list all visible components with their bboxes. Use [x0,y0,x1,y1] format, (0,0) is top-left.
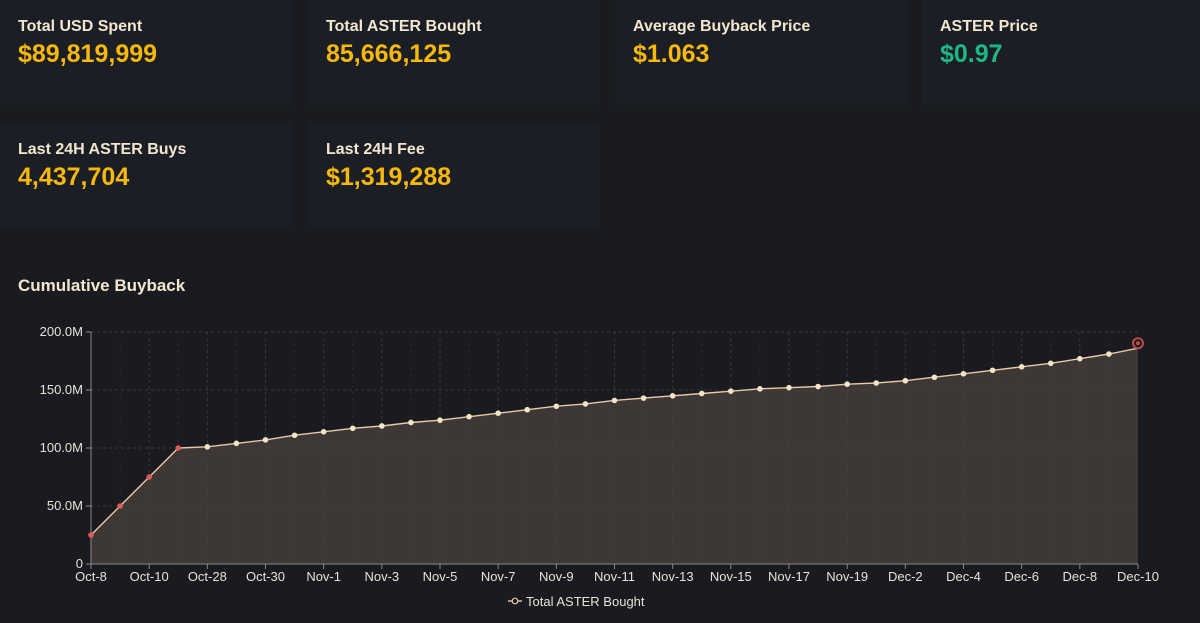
data-point[interactable] [437,417,443,423]
x-tick-label: Nov-1 [306,569,341,584]
stat-label: Total ASTER Bought [326,18,482,35]
legend-swatch-dot [511,597,519,605]
stat-value: $0.97 [940,40,1003,68]
data-point[interactable] [728,388,734,394]
data-point[interactable] [175,445,182,451]
data-point[interactable] [873,380,880,386]
data-point[interactable] [320,428,327,435]
data-point[interactable] [960,370,967,377]
series-area-fill [91,348,1138,564]
x-tick-label: Dec-10 [1117,569,1159,584]
y-tick-label: 200.0M [40,324,83,339]
data-point[interactable] [931,374,938,381]
y-tick-label: 150.0M [40,382,83,397]
stat-label: ASTER Price [940,18,1038,35]
data-point[interactable] [466,413,472,420]
data-point[interactable] [495,410,501,417]
chart-legend[interactable]: Total ASTER Bought [508,594,645,609]
data-point-latest-core [1136,341,1140,346]
x-tick-label: Dec-2 [888,569,923,584]
stat-label: Total USD Spent [18,18,143,35]
stat-value: $1.063 [633,40,710,68]
data-point[interactable] [524,406,531,413]
data-point[interactable] [262,437,269,443]
data-point[interactable] [1018,364,1025,370]
data-point[interactable] [611,397,618,404]
stat-card-last-24h-aster-buys: Last 24H ASTER Buys 4,437,704 [0,123,292,228]
data-point[interactable] [989,367,996,374]
data-point[interactable] [815,383,821,390]
x-tick-label: Nov-17 [768,569,810,584]
data-point[interactable] [1106,351,1112,357]
stat-label: Last 24H ASTER Buys [18,141,187,158]
x-tick-label: Nov-15 [710,569,752,584]
stat-value: 85,666,125 [326,40,452,68]
data-point[interactable] [408,419,414,426]
data-point[interactable] [844,381,850,388]
legend-label[interactable]: Total ASTER Bought [526,594,645,609]
chart-axes: 0 50.0M 100.0M 150.0M 200.0M Oct-8 Oct-10 Oct-2… [40,324,1159,584]
data-point[interactable] [669,393,676,399]
data-point[interactable] [1047,360,1054,367]
x-tick-label: Nov-5 [423,569,458,584]
x-tick-label: Oct-30 [246,569,285,584]
x-tick-label: Nov-19 [826,569,868,584]
x-tick-label: Nov-7 [481,569,516,584]
data-point[interactable] [902,377,909,384]
data-point[interactable] [1077,355,1083,362]
data-point[interactable] [233,440,240,447]
y-tick-label: 100.0M [40,440,83,455]
stat-card-average-buyback-price: Average Buyback Price $1.063 [615,0,907,105]
stats-panel: Total USD Spent $89,819,999 Total ASTER … [0,0,1200,250]
data-point[interactable] [291,432,298,439]
data-point[interactable] [786,384,792,391]
y-tick-label: 0 [76,556,83,571]
stat-card-total-aster-bought: Total ASTER Bought 85,666,125 [308,0,600,105]
data-point[interactable] [640,395,647,401]
x-tick-label: Nov-13 [652,569,694,584]
data-point[interactable] [204,444,211,450]
x-tick-label: Dec-6 [1004,569,1039,584]
stat-card-last-24h-fee: Last 24H Fee $1,319,288 [308,123,600,228]
data-point[interactable] [379,423,385,429]
x-tick-label: Oct-8 [75,569,107,584]
data-point[interactable] [117,503,123,509]
stat-card-aster-price: ASTER Price $0.97 [922,0,1200,105]
data-point[interactable] [553,403,560,410]
data-point[interactable] [582,401,589,407]
stat-label: Average Buyback Price [633,18,811,35]
stat-card-total-usd-spent: Total USD Spent $89,819,999 [0,0,292,105]
data-point[interactable] [757,386,763,392]
data-point[interactable] [698,390,705,397]
stat-value: 4,437,704 [18,163,130,191]
x-tick-label: Nov-3 [364,569,399,584]
stat-value: $89,819,999 [18,40,158,68]
x-tick-label: Dec-4 [946,569,981,584]
data-point[interactable] [146,474,152,480]
chart-points [88,337,1144,538]
y-tick-label: 50.0M [47,498,83,513]
x-tick-label: Oct-28 [188,569,227,584]
x-tick-label: Dec-8 [1062,569,1097,584]
stat-value: $1,319,288 [326,163,452,191]
chart-title: Cumulative Buyback [18,276,186,295]
stat-label: Last 24H Fee [326,141,425,158]
data-point[interactable] [349,425,356,432]
x-tick-label: Oct-10 [130,569,169,584]
data-point-latest[interactable] [1132,337,1144,350]
x-tick-label: Nov-9 [539,569,574,584]
x-tick-label: Nov-11 [594,569,635,584]
data-point[interactable] [88,532,94,538]
